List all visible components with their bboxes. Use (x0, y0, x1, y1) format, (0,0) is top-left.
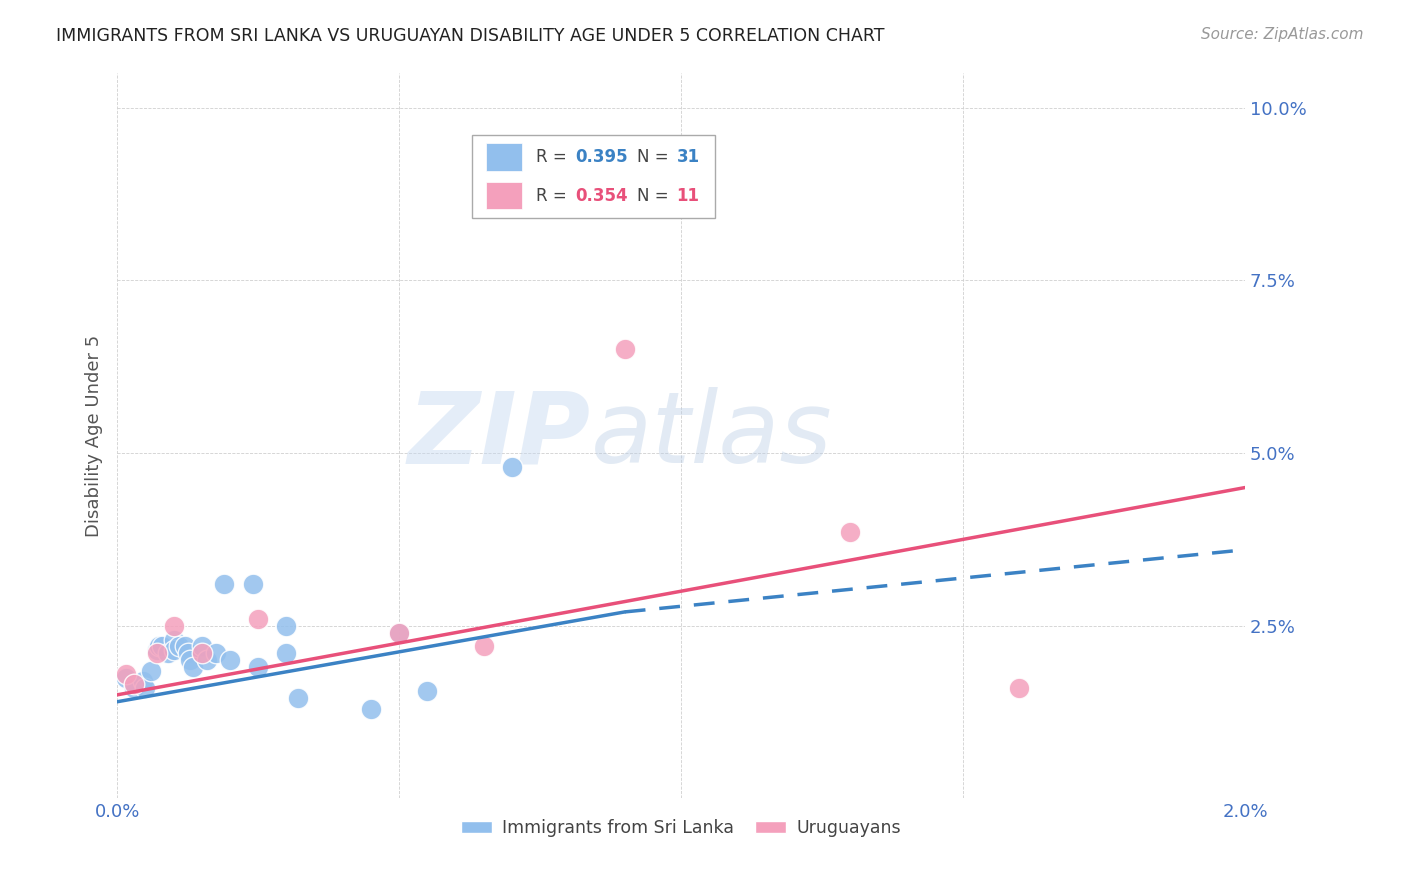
Point (247, 612, 270, 626)
Point (162, 619, 184, 633)
Point (613, 343, 636, 357)
Point (114, 667, 136, 681)
Point (162, 632, 184, 647)
FancyBboxPatch shape (486, 182, 522, 210)
Point (360, 701, 382, 715)
Point (150, 640, 173, 654)
Text: 0.395: 0.395 (575, 148, 627, 166)
Text: IMMIGRANTS FROM SRI LANKA VS URUGUAYAN DISABILITY AGE UNDER 5 CORRELATION CHART: IMMIGRANTS FROM SRI LANKA VS URUGUAYAN D… (56, 27, 884, 45)
Y-axis label: Disability Age Under 5: Disability Age Under 5 (86, 334, 103, 537)
Text: Source: ZipAtlas.com: Source: ZipAtlas.com (1201, 27, 1364, 42)
Text: atlas: atlas (591, 387, 832, 484)
Point (191, 646, 214, 660)
Point (191, 640, 214, 654)
Point (416, 684, 439, 698)
Point (134, 681, 156, 695)
Point (388, 625, 411, 640)
Text: R =: R = (536, 148, 572, 166)
Point (167, 640, 190, 654)
Point (388, 625, 411, 640)
Point (242, 577, 264, 591)
Point (205, 646, 228, 660)
Point (179, 653, 201, 667)
Point (162, 643, 184, 657)
Point (122, 677, 145, 691)
Point (181, 660, 204, 674)
Point (122, 677, 145, 691)
Point (214, 577, 236, 591)
Text: ZIP: ZIP (408, 387, 591, 484)
Text: R =: R = (536, 186, 572, 204)
Point (131, 673, 153, 688)
Point (139, 664, 162, 678)
Point (247, 660, 270, 674)
Point (145, 643, 167, 657)
FancyBboxPatch shape (472, 135, 714, 218)
Point (276, 646, 298, 660)
Point (501, 459, 523, 474)
Point (219, 653, 242, 667)
Point (839, 525, 862, 540)
Point (173, 640, 195, 654)
Point (287, 691, 309, 706)
Point (176, 646, 198, 660)
Point (122, 681, 145, 695)
Text: 0.354: 0.354 (575, 186, 627, 204)
Text: N =: N = (637, 148, 673, 166)
Point (197, 653, 219, 667)
Text: 31: 31 (676, 148, 700, 166)
Point (276, 619, 298, 633)
Legend: Immigrants from Sri Lanka, Uruguayans: Immigrants from Sri Lanka, Uruguayans (454, 813, 908, 844)
Text: N =: N = (637, 186, 673, 204)
Point (472, 640, 495, 654)
FancyBboxPatch shape (486, 144, 522, 171)
Point (114, 671, 136, 685)
Point (1008, 681, 1031, 695)
Point (148, 640, 170, 654)
Point (156, 646, 179, 660)
Point (145, 646, 167, 660)
Text: 11: 11 (676, 186, 700, 204)
